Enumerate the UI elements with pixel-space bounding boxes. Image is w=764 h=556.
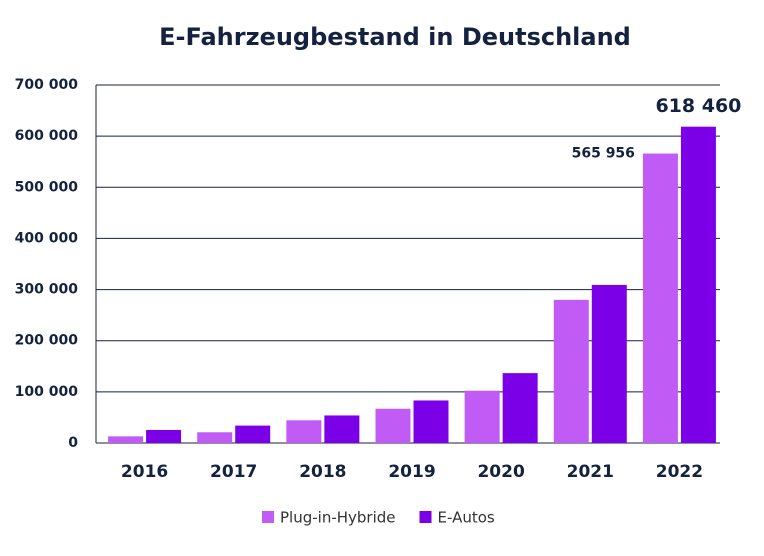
bar xyxy=(464,390,500,443)
bar xyxy=(553,299,589,443)
bar xyxy=(324,415,360,443)
x-tick-label: 2021 xyxy=(567,462,614,482)
bar xyxy=(375,408,411,443)
data-label: 565 956 xyxy=(572,146,635,162)
bar xyxy=(146,429,182,443)
y-tick-label: 600 000 xyxy=(15,128,79,144)
x-tick-label: 2017 xyxy=(210,462,257,482)
y-tick-label: 400 000 xyxy=(15,230,79,246)
legend-label: Plug-in-Hybride xyxy=(280,509,396,527)
legend-label: E-Autos xyxy=(438,509,495,527)
bar xyxy=(413,400,449,443)
x-tick-label: 2019 xyxy=(388,462,435,482)
x-tick-label: 2016 xyxy=(121,462,168,482)
bar xyxy=(680,126,716,443)
legend-swatch xyxy=(262,511,274,523)
y-tick-label: 0 xyxy=(68,435,78,451)
bar xyxy=(286,420,322,443)
x-tick-label: 2022 xyxy=(656,462,703,482)
bar xyxy=(642,153,678,443)
bar xyxy=(591,284,627,443)
legend-swatch xyxy=(419,511,432,523)
bar xyxy=(502,373,538,443)
x-tick-label: 2020 xyxy=(477,462,524,482)
bar xyxy=(197,432,233,443)
y-tick-label: 200 000 xyxy=(15,333,79,349)
data-label: 618 460 xyxy=(655,95,741,117)
x-tick-label: 2018 xyxy=(299,462,346,482)
bar xyxy=(108,436,144,443)
y-tick-label: 500 000 xyxy=(15,179,79,195)
chart-title: E-Fahrzeugbestand in Deutschland xyxy=(159,23,631,51)
y-tick-label: 700 000 xyxy=(15,77,79,93)
y-tick-label: 100 000 xyxy=(15,384,79,400)
bar xyxy=(235,425,271,443)
y-tick-label: 300 000 xyxy=(15,282,79,298)
